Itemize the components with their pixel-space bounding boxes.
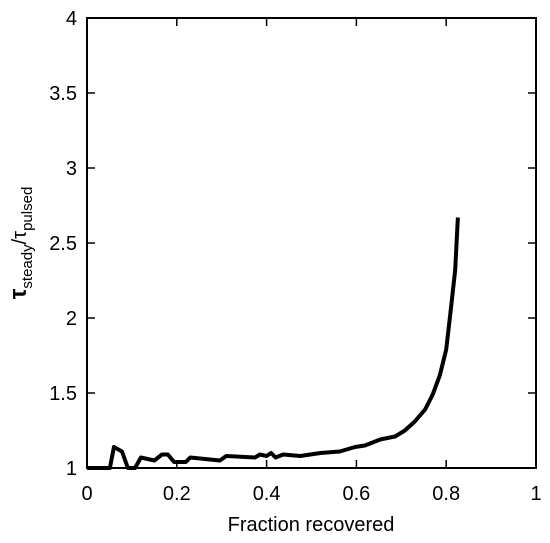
x-tick-label: 0 <box>81 483 92 505</box>
x-tick-label: 0.6 <box>342 483 370 505</box>
x-tick-label: 0.4 <box>253 483 281 505</box>
y-tick-label: 2.5 <box>49 233 77 255</box>
y-label-part: steady <box>19 244 36 289</box>
x-tick-label: 1 <box>530 483 541 505</box>
plot-frame <box>86 17 537 469</box>
y-tick-label: 4 <box>66 8 77 30</box>
y-label-part: τ <box>5 288 32 299</box>
x-tick-label: 0.8 <box>432 483 460 505</box>
y-tick-label: 1 <box>66 458 77 480</box>
y-label-part: /τ <box>9 231 31 245</box>
y-tick-label: 3.5 <box>49 83 77 105</box>
y-label-part: pulsed <box>19 187 36 231</box>
y-axis-label: τsteady/τpulsed <box>5 187 36 300</box>
y-tick-label: 2 <box>66 308 77 330</box>
data-line <box>87 217 460 470</box>
x-tick-label: 0.2 <box>163 483 191 505</box>
x-axis-label: Fraction recovered <box>228 514 395 536</box>
y-tick-label: 3 <box>66 158 77 180</box>
y-tick-label: 1.5 <box>49 383 77 405</box>
